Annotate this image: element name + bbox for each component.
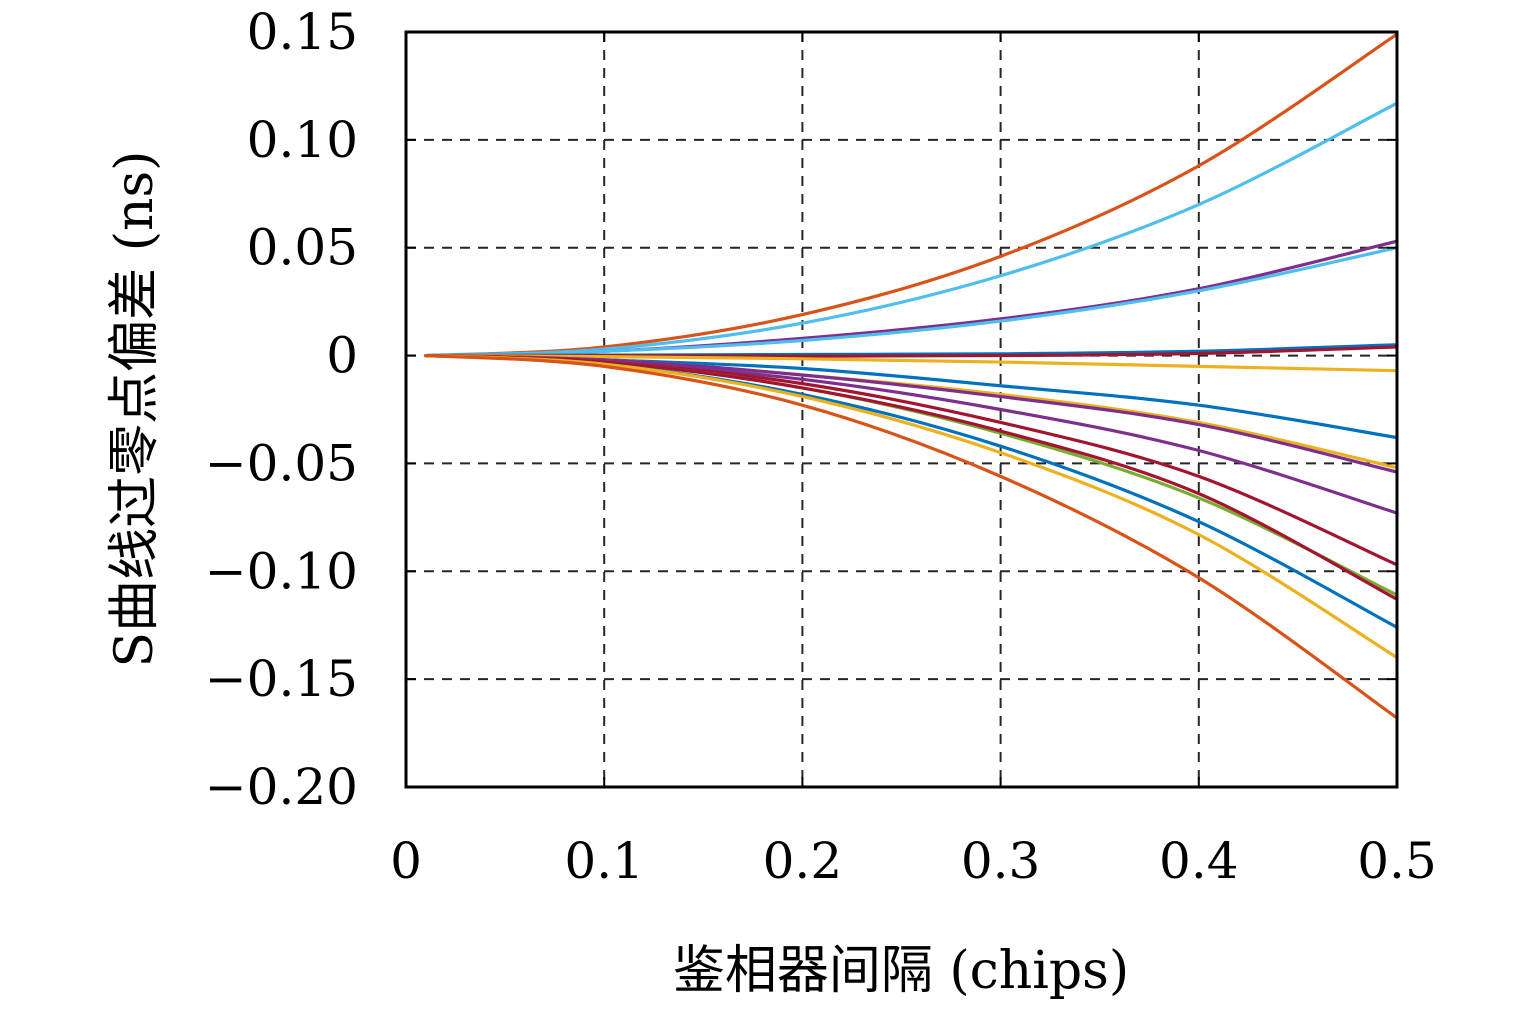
y-tick-label: −0.15 bbox=[205, 650, 358, 708]
plot-frame bbox=[404, 30, 1399, 789]
x-tick-label: 0.3 bbox=[961, 832, 1041, 890]
series-line-15 bbox=[424, 353, 1399, 629]
series-line-10 bbox=[424, 353, 1399, 474]
y-tick-label: 0.15 bbox=[247, 3, 358, 61]
series-line-4 bbox=[424, 246, 1399, 358]
series-layer bbox=[424, 32, 1399, 720]
y-axis-title: S曲线过零点偏差 (ns) bbox=[105, 151, 165, 668]
x-tick-label: 0.5 bbox=[1357, 832, 1437, 890]
series-line-1 bbox=[424, 32, 1399, 358]
y-tick-label: 0.10 bbox=[247, 111, 358, 169]
y-tick-label: −0.05 bbox=[205, 434, 358, 492]
x-tick-label: 0.1 bbox=[564, 832, 644, 890]
series-line-2 bbox=[424, 101, 1399, 358]
x-tick-label: 0.4 bbox=[1159, 832, 1239, 890]
x-tick-label: 0.2 bbox=[763, 832, 843, 890]
y-tick-label: −0.20 bbox=[205, 758, 358, 816]
series-line-17 bbox=[424, 353, 1399, 720]
series-line-7 bbox=[424, 353, 1399, 373]
series-line-14 bbox=[424, 353, 1399, 601]
y-tick-label: 0.05 bbox=[247, 219, 358, 277]
x-tick-label: 0 bbox=[390, 832, 422, 890]
y-tick-label: −0.10 bbox=[205, 542, 358, 600]
x-axis-title: 鉴相器间隔 (chips) bbox=[673, 941, 1129, 1001]
series-line-13 bbox=[424, 353, 1399, 597]
x-ticks-layer: 0 0.1 0.2 0.3 0.4 0.5 bbox=[390, 32, 1437, 890]
series-line-16 bbox=[424, 353, 1399, 660]
y-ticks-layer: 0.15 0.10 0.05 0 −0.05 −0.10 −0.15 −0.20 bbox=[205, 3, 1397, 816]
y-tick-label: 0 bbox=[326, 327, 358, 385]
